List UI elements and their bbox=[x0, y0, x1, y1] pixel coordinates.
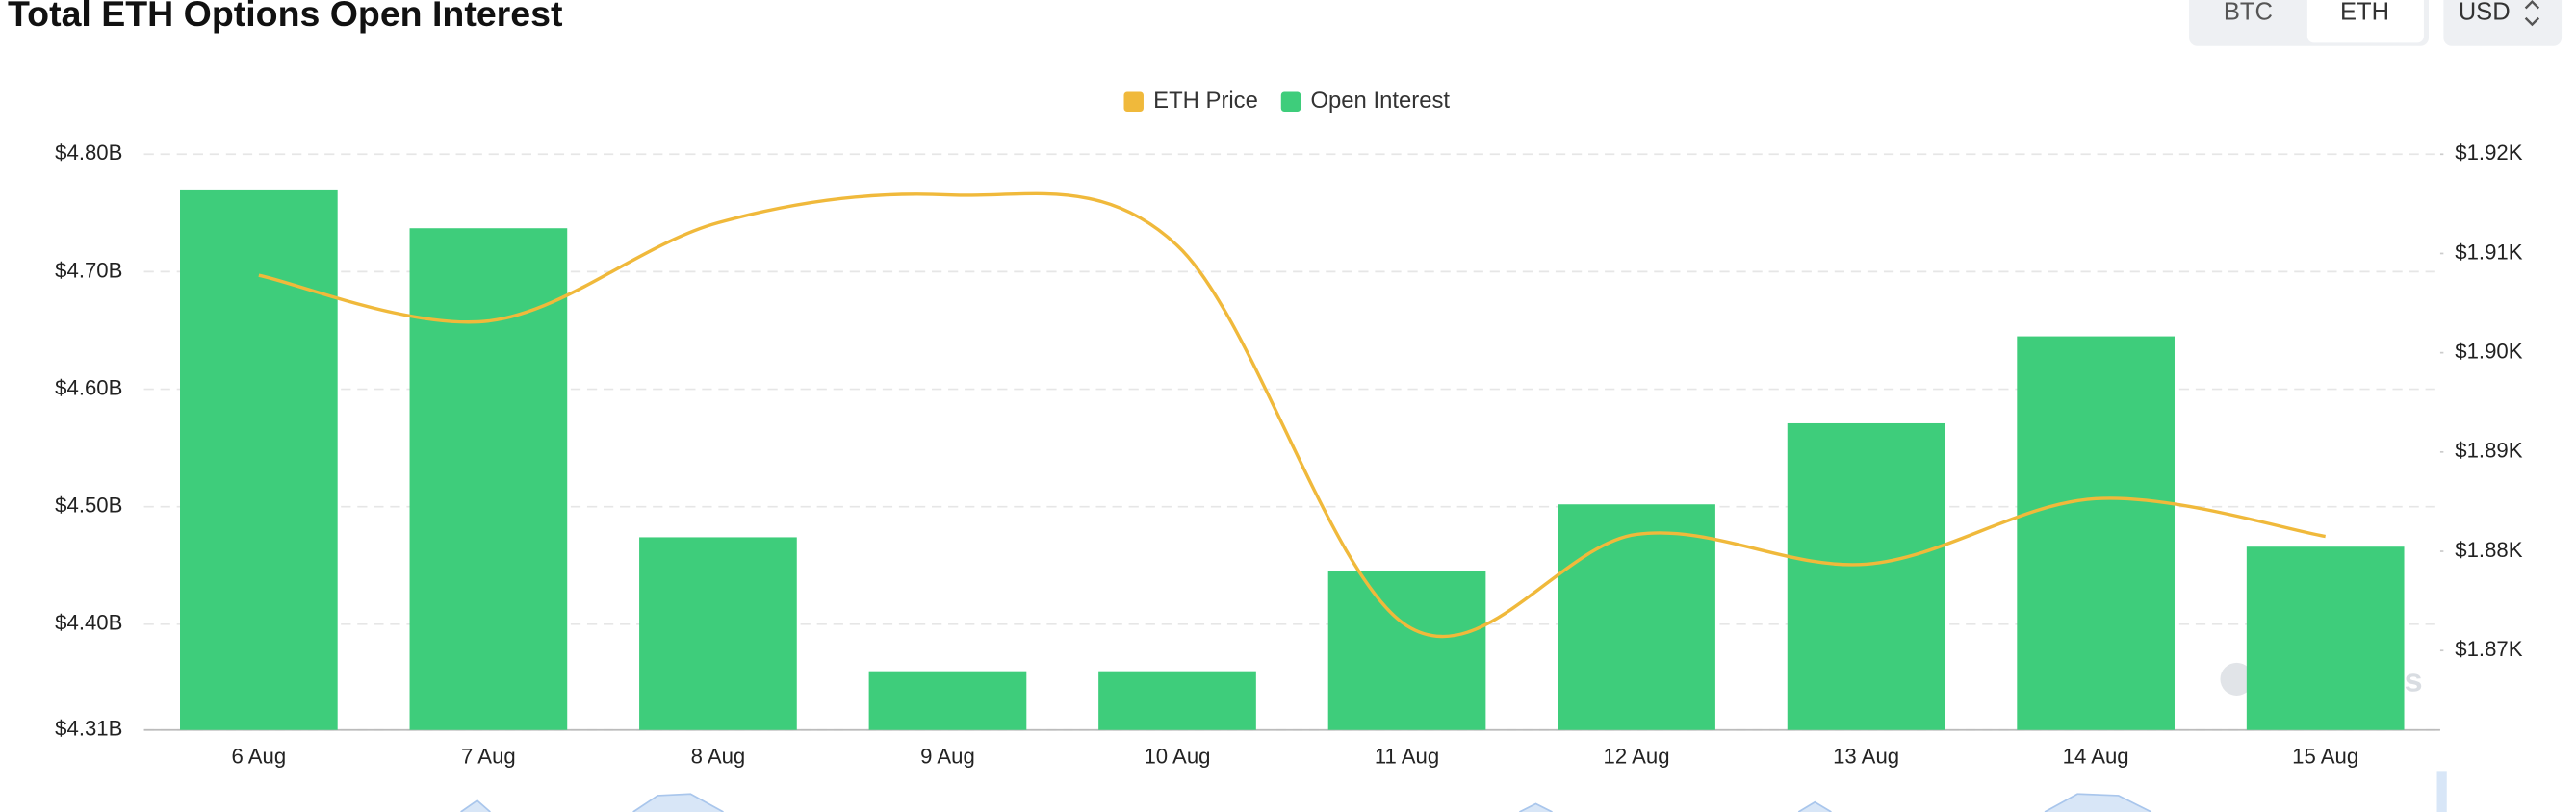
currency-select[interactable]: USD bbox=[2459, 0, 2511, 25]
bar bbox=[639, 537, 797, 730]
x-tick-label: 13 Aug bbox=[1833, 745, 1899, 769]
y-tick-label: $4.40B bbox=[55, 611, 122, 635]
x-tick-label: 14 Aug bbox=[2063, 745, 2129, 769]
y-tick-label: $4.31B bbox=[55, 717, 122, 741]
bar bbox=[409, 228, 568, 730]
tab-eth[interactable]: ETH bbox=[2340, 0, 2389, 25]
x-tick-label: 7 Aug bbox=[461, 745, 516, 769]
bar bbox=[2246, 546, 2405, 730]
x-tick-label: 8 Aug bbox=[691, 745, 746, 769]
x-tick-label: 11 Aug bbox=[1375, 745, 1439, 769]
bar bbox=[1558, 504, 1715, 730]
currency-select-bg bbox=[2443, 0, 2563, 46]
x-tick-label: 15 Aug bbox=[2292, 745, 2358, 769]
y2-tick-label: $1.88K bbox=[2455, 538, 2522, 562]
x-tick-label: 6 Aug bbox=[232, 745, 287, 769]
legend-swatch bbox=[1123, 91, 1144, 112]
bar bbox=[1787, 422, 1945, 730]
y2-tick-label: $1.90K bbox=[2455, 340, 2522, 364]
y2-tick-label: $1.87K bbox=[2455, 637, 2522, 661]
x-tick-label: 12 Aug bbox=[1604, 745, 1670, 769]
x-tick-label: 10 Aug bbox=[1144, 745, 1210, 769]
page-title: Total ETH Options Open Interest bbox=[8, 0, 563, 34]
x-tick-label: 9 Aug bbox=[920, 745, 975, 769]
y-tick-label: $4.60B bbox=[55, 375, 122, 399]
y2-tick-label: $1.92K bbox=[2455, 140, 2522, 165]
y-tick-label: $4.50B bbox=[55, 494, 122, 518]
tab-active-bg bbox=[2306, 0, 2424, 43]
bar bbox=[1098, 671, 1256, 730]
bar bbox=[180, 189, 338, 730]
legend-swatch bbox=[1280, 91, 1301, 112]
y2-tick-label: $1.91K bbox=[2455, 240, 2522, 264]
y-tick-label: $4.70B bbox=[55, 258, 122, 282]
legend-label: Open Interest bbox=[1310, 88, 1450, 114]
select-arrows bbox=[2524, 0, 2540, 27]
mini-chart-handle bbox=[2436, 771, 2447, 812]
tab-btc[interactable]: BTC bbox=[2224, 0, 2273, 25]
y-tick-label: $4.80B bbox=[55, 140, 122, 165]
y2-tick-label: $1.89K bbox=[2455, 439, 2522, 463]
bar bbox=[2017, 336, 2175, 730]
mini-chart bbox=[460, 793, 2152, 812]
bar bbox=[868, 671, 1027, 730]
watermark-logo bbox=[2220, 662, 2254, 696]
line bbox=[258, 191, 2326, 639]
legend-label: ETH Price bbox=[1153, 88, 1258, 114]
bar bbox=[1327, 571, 1486, 730]
